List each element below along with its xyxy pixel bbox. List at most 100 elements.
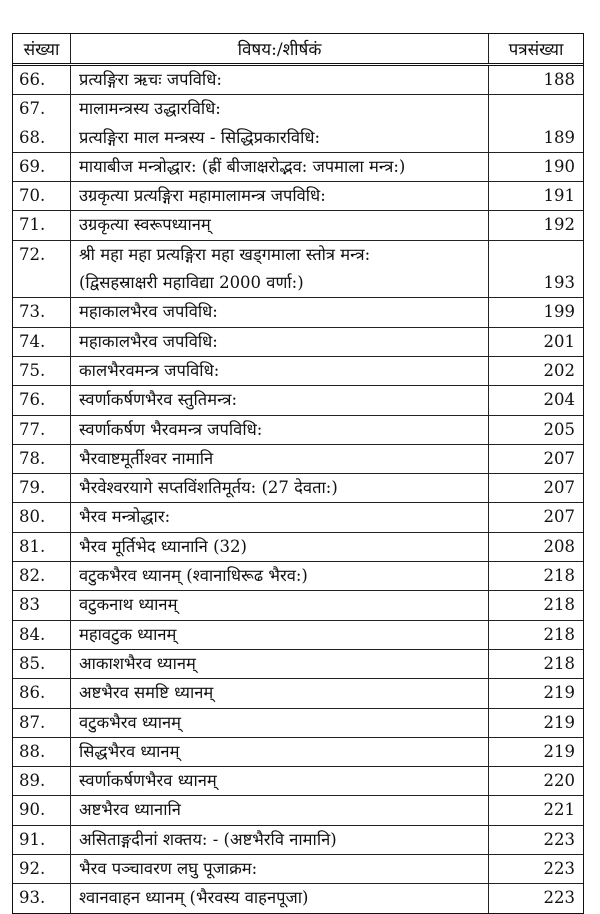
page-cell: 202 [489, 357, 583, 385]
table-row: 75. कालभैरवमन्त्र जपविधि: 202 [13, 356, 583, 387]
number-cell: 76. [13, 386, 71, 415]
entry-number: 84. [19, 624, 46, 644]
title-cell: भैरवेश्वरयागे सप्तविंशतिमूर्तय: (27 देवत… [71, 474, 489, 503]
entry-number: 87. [19, 712, 46, 732]
page-cell: 221 [489, 796, 583, 824]
title-cell: मायाबीज मन्त्रोद्धार: (ह्रीं बीजाक्षरोद्… [71, 152, 489, 182]
entry-number: 91. [19, 829, 46, 849]
entry-number: 80. [19, 507, 46, 527]
entry-title: उग्रकृत्या प्रत्यङ्गिरा महामालामन्त्र जप… [79, 186, 326, 206]
page-cell: 223 [489, 884, 583, 912]
page-number: 219 [543, 683, 576, 703]
entry-number: 73. [19, 302, 46, 322]
table-row: 89. स्वर्णाकर्षणभैरव ध्यानम् 220 [13, 767, 583, 797]
page-number: 190 [543, 156, 576, 176]
title-cell: श्वानवाहन ध्यानम् (भैरवस्य वाहनपूजा) [71, 884, 489, 913]
entry-title: (द्विसहस्राक्षरी महाविद्या 2000 वर्णा:) [79, 273, 304, 293]
header-cell: संख्या [13, 34, 71, 63]
title-cell: सिद्धभैरव ध्यानम् [71, 737, 489, 767]
page-number: 208 [543, 536, 576, 556]
entry-title: अष्टभैरव समष्टि ध्यानम् [79, 683, 214, 703]
page-cell: 218 [489, 562, 583, 590]
page-cell: 218 [489, 621, 583, 649]
title-cell: भैरव पञ्चावरण लघु पूजाक्रम: [71, 855, 489, 884]
entry-number: 83 [19, 595, 40, 615]
number-cell: 72. [13, 240, 71, 298]
page-number: 201 [543, 331, 576, 351]
page-cell: 204 [489, 386, 583, 414]
entry-title: वटुकनाथ ध्यानम् [79, 595, 178, 615]
page-number: 219 [543, 741, 576, 761]
page-cell: 190 [489, 153, 583, 181]
title-cell: वटुकनाथ ध्यानम् [71, 591, 489, 620]
title-cell: उग्रकृत्या स्वरूपध्यानम् [71, 211, 489, 240]
number-cell: 78. [13, 444, 71, 474]
entry-title: महाकालभैरव जपविधि: [79, 302, 218, 322]
page-number: 193 [543, 273, 576, 293]
entry-number: 75. [19, 360, 46, 380]
number-cell: 93. [13, 884, 71, 913]
title-cell: अष्टभैरव समष्टि ध्यानम् [71, 679, 489, 708]
page-cell: 218 [489, 591, 583, 619]
page-cell: 191 [489, 182, 583, 210]
table-row: 67. 68. मालामन्त्रस्य उद्धारविधि: प्रत्यङ्ग… [13, 95, 583, 153]
entry-number: 67. [19, 99, 46, 119]
page-number: 218 [543, 653, 576, 673]
number-cell: 75. [13, 356, 71, 386]
entry-number: 79. [19, 478, 46, 498]
entry-title: भैरव पञ्चावरण लघु पूजाक्रम: [79, 859, 258, 879]
table-row: 84. महावटुक ध्यानम् 218 [13, 620, 583, 650]
entry-title: स्वर्णाकर्षणभैरव स्तुतिमन्त्र: [79, 390, 238, 410]
title-cell: वटुकभैरव ध्यानम् [71, 708, 489, 737]
title-cell: मालामन्त्रस्य उद्धारविधि: प्रत्यङ्गिरा मा… [71, 95, 489, 152]
entry-title: वटुकभैरव ध्यानम् (श्वानाधिरूढ भैरव:) [79, 566, 308, 586]
number-cell: 79. [13, 474, 71, 503]
page-cell: 192 [489, 211, 583, 239]
page-cell: 201 [489, 328, 583, 356]
table-row: 87. वटुकभैरव ध्यानम् 219 [13, 708, 583, 738]
entry-title: महाकालभैरव जपविधि: [79, 331, 218, 351]
title-cell: आकाशभैरव ध्यानम् [71, 649, 489, 679]
table-row: 73. महाकालभैरव जपविधि: 199 [13, 298, 583, 328]
entry-title: कालभैरवमन्त्र जपविधि: [79, 360, 220, 380]
header-cell: पत्रसंख्या [508, 40, 564, 60]
entry-number: 77. [19, 419, 46, 439]
page-number: 191 [543, 186, 576, 206]
entry-number: 69. [19, 156, 46, 176]
number-cell: 66. [13, 66, 71, 95]
number-cell: 88. [13, 737, 71, 767]
page-cell: 207 [489, 445, 583, 473]
entry-number: 85. [19, 653, 46, 673]
table-row: 82. वटुकभैरव ध्यानम् (श्वानाधिरूढ भैरव:) 2… [13, 562, 583, 592]
table-row: 93. श्वानवाहन ध्यानम् (भैरवस्य वाहनपूजा) 2… [13, 884, 583, 913]
page-number: 218 [543, 624, 576, 644]
table-row: 72. श्री महा महा प्रत्यङ्गिरा महा खड्गमाल… [13, 240, 583, 299]
entry-number: 86. [19, 683, 46, 703]
title-cell: श्री महा महा प्रत्यङ्गिरा महा खड्गमाला स… [71, 240, 489, 298]
table-row: 91. असिताङ्गदीनां शक्तय: - (अष्टभैरवि नाम… [13, 825, 583, 856]
entry-number: 71. [19, 215, 46, 235]
number-cell: 86. [13, 679, 71, 708]
table-row: 66. प्रत्यङ्गिरा ऋचः जपविधि: 188 [13, 66, 583, 96]
entry-title: स्वर्णाकर्षणभैरव ध्यानम् [79, 771, 217, 791]
title-cell: कालभैरवमन्त्र जपविधि: [71, 356, 489, 386]
page-number: 207 [543, 448, 576, 468]
table-row: 77. स्वर्णाकर्षण भैरवमन्त्र जपविधि: 205 [13, 415, 583, 445]
title-cell: अष्टभैरव ध्यानानि [71, 796, 489, 825]
page-cell: 220 [489, 767, 583, 795]
entry-number: 92. [19, 859, 46, 879]
title-cell: स्वर्णाकर्षणभैरव ध्यानम् [71, 767, 489, 796]
title-cell: स्वर्णाकर्षण भैरवमन्त्र जपविधि: [71, 415, 489, 444]
entry-title: आकाशभैरव ध्यानम् [79, 653, 196, 673]
number-cell: 91. [13, 825, 71, 855]
number-cell: 73. [13, 298, 71, 327]
page-number: 202 [543, 360, 576, 380]
entry-number: 70. [19, 186, 46, 206]
page-number: 220 [543, 771, 576, 791]
page-number: 189 [543, 127, 576, 147]
page-cell: 223 [489, 855, 583, 883]
page-cell: 218 [489, 650, 583, 678]
number-cell: 83 [13, 591, 71, 620]
title-cell: महाकालभैरव जपविधि: [71, 298, 489, 327]
